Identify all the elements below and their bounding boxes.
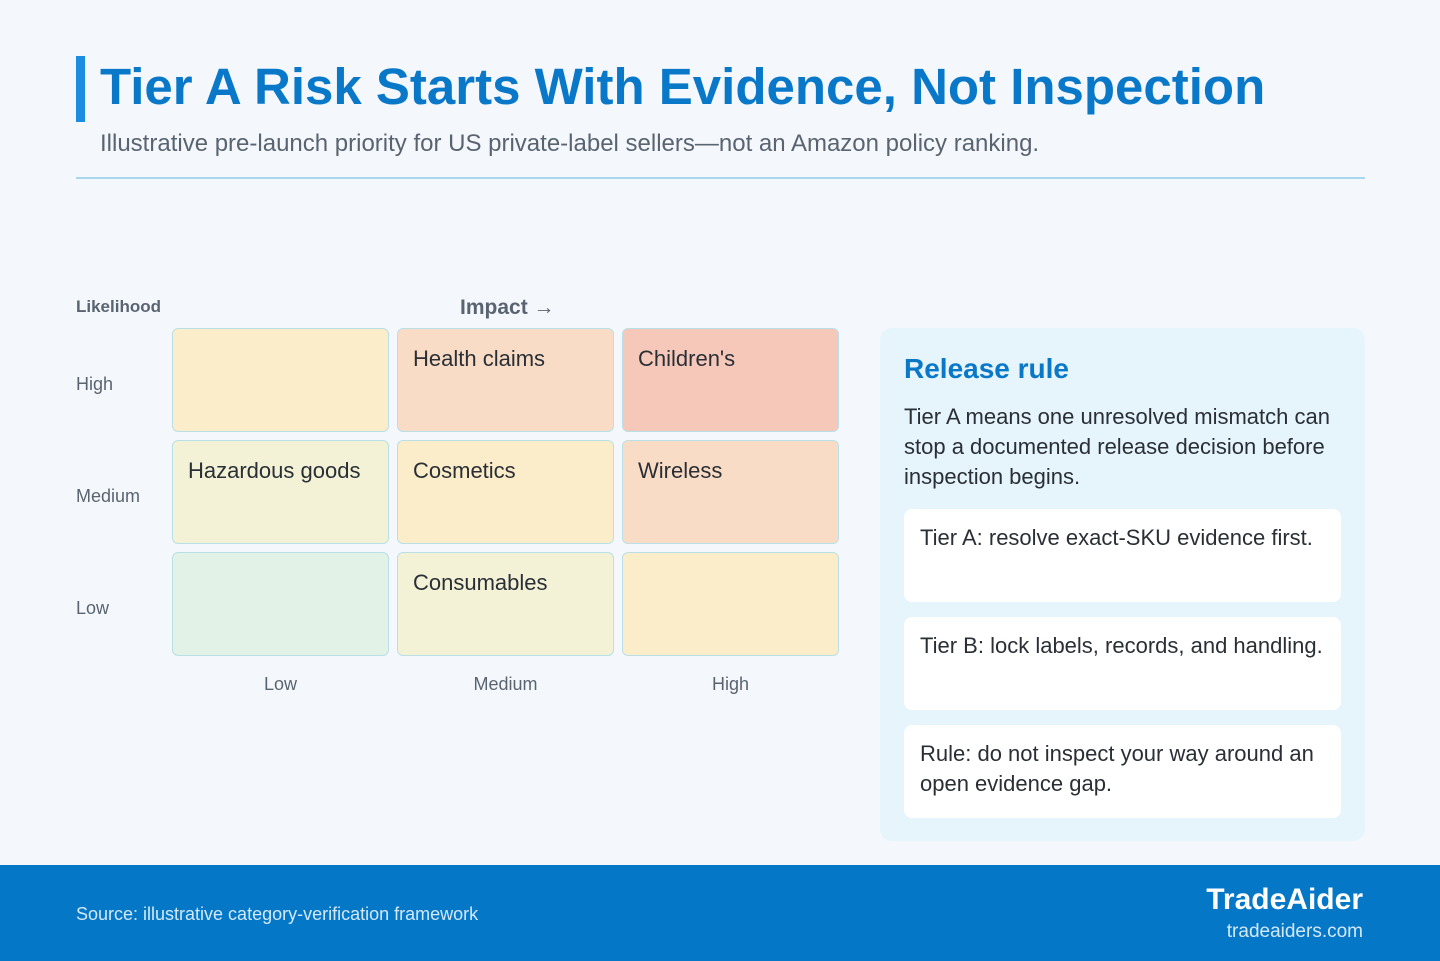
cell-medium-likelihood-high-impact: Wireless bbox=[622, 440, 839, 544]
rule-card-tier-b: Tier B: lock labels, records, and handli… bbox=[904, 617, 1341, 710]
impact-axis-title: Impact → bbox=[460, 296, 555, 319]
page-subtitle: Illustrative pre-launch priority for US … bbox=[100, 130, 1040, 157]
column-label-high: High bbox=[711, 674, 750, 694]
footer: Source: illustrative category-verificati… bbox=[0, 865, 1440, 961]
row-label-high: High bbox=[76, 374, 114, 394]
cell-low-likelihood-medium-impact: Consumables bbox=[397, 552, 614, 656]
source-note: Source: illustrative category-verificati… bbox=[76, 904, 479, 924]
title-accent-bar bbox=[76, 56, 85, 122]
row-label-medium: Medium bbox=[76, 486, 141, 506]
page-title: Tier A Risk Starts With Evidence, Not In… bbox=[100, 58, 1266, 115]
cell-medium-likelihood-medium-impact: Cosmetics bbox=[397, 440, 614, 544]
row-label-low: Low bbox=[76, 598, 110, 618]
cell-high-likelihood-high-impact: Children's bbox=[622, 328, 839, 432]
release-rule-panel: Release rule Tier A means one unresolved… bbox=[880, 328, 1365, 841]
cell-low-likelihood-high-impact bbox=[622, 552, 839, 656]
cell-low-likelihood-low-impact bbox=[172, 552, 389, 656]
header-divider bbox=[76, 177, 1365, 179]
brand-url: tradeaiders.com bbox=[1226, 921, 1363, 942]
cell-high-likelihood-low-impact bbox=[172, 328, 389, 432]
release-rule-title: Release rule bbox=[904, 353, 1069, 384]
cell-high-likelihood-medium-impact: Health claims bbox=[397, 328, 614, 432]
rule-card-tier-a: Tier A: resolve exact-SKU evidence first… bbox=[904, 509, 1341, 602]
likelihood-axis-title: Likelihood bbox=[76, 297, 161, 316]
column-label-medium: Medium bbox=[473, 674, 538, 694]
column-label-low: Low bbox=[263, 674, 298, 694]
release-rule-description: Tier A means one unresolved mismatch can… bbox=[904, 404, 1330, 489]
brand-name: TradeAider bbox=[1206, 883, 1363, 916]
rule-card-rule: Rule: do not inspect your way around an … bbox=[904, 725, 1341, 818]
cell-medium-likelihood-low-impact: Hazardous goods bbox=[172, 440, 389, 544]
